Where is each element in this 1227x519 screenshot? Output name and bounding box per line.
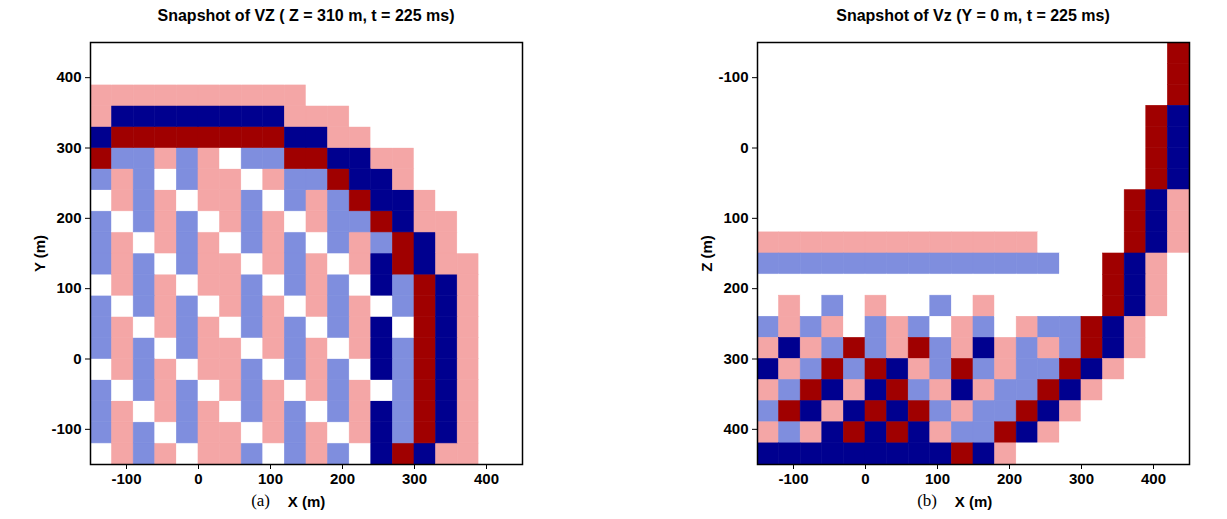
html-text:(b): (b) xyxy=(917,491,937,510)
svg-text:-100: -100 xyxy=(778,470,808,487)
svg-text:X (m): X (m) xyxy=(288,493,326,510)
svg-text:100: 100 xyxy=(56,279,81,296)
svg-text:0: 0 xyxy=(73,350,81,367)
svg-text:-100: -100 xyxy=(111,470,141,487)
svg-text:200: 200 xyxy=(997,470,1022,487)
svg-text:100: 100 xyxy=(925,470,950,487)
svg-text:300: 300 xyxy=(723,350,748,367)
svg-text:400: 400 xyxy=(56,68,81,85)
html-text:(a): (a) xyxy=(251,491,270,510)
svg-text:200: 200 xyxy=(330,470,355,487)
svg-text:300: 300 xyxy=(56,139,81,156)
svg-text:Z (m): Z (m) xyxy=(698,235,715,272)
svg-text:0: 0 xyxy=(861,470,869,487)
svg-text:400: 400 xyxy=(474,470,499,487)
svg-text:200: 200 xyxy=(56,209,81,226)
svg-text:400: 400 xyxy=(723,420,748,437)
svg-text:0: 0 xyxy=(194,470,202,487)
svg-text:400: 400 xyxy=(1141,470,1166,487)
svg-text:-100: -100 xyxy=(718,68,748,85)
svg-text:Y (m): Y (m) xyxy=(31,235,48,272)
svg-text:0: 0 xyxy=(740,139,748,156)
svg-text:-100: -100 xyxy=(51,420,81,437)
svg-text:300: 300 xyxy=(1069,470,1094,487)
svg-text:X (m): X (m) xyxy=(955,493,993,510)
svg-text:100: 100 xyxy=(258,470,283,487)
svg-text:200: 200 xyxy=(723,279,748,296)
html-text:Snapshot of VZ ( Z = 310 m, t: Snapshot of VZ ( Z = 310 m, t = 225 ms) xyxy=(157,7,455,24)
svg-text:300: 300 xyxy=(402,470,427,487)
html-text:Snapshot of Vz (Y = 0 m, t = 2: Snapshot of Vz (Y = 0 m, t = 225 ms) xyxy=(836,7,1110,24)
svg-text:100: 100 xyxy=(723,209,748,226)
